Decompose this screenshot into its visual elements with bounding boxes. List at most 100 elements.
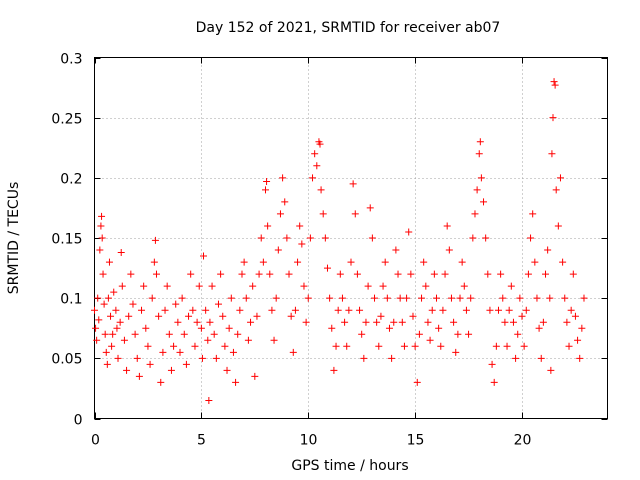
data-point <box>150 258 158 266</box>
data-point <box>394 270 402 278</box>
data-point <box>475 150 483 158</box>
data-point <box>152 270 160 278</box>
data-point <box>379 282 387 290</box>
data-point <box>548 150 556 158</box>
data-point <box>102 348 110 356</box>
data-point <box>210 330 218 338</box>
data-point <box>539 318 547 326</box>
data-point <box>484 270 492 278</box>
data-point <box>232 378 240 386</box>
x-tick-label: 0 <box>91 433 100 449</box>
data-point <box>296 222 304 230</box>
data-point <box>208 282 216 290</box>
data-point <box>97 222 105 230</box>
x-tick-label: 5 <box>197 433 206 449</box>
data-point <box>398 318 406 326</box>
data-point <box>381 258 389 266</box>
data-point <box>105 258 113 266</box>
data-point <box>100 300 108 308</box>
data-point <box>266 270 274 278</box>
y-tick-label: 0.25 <box>51 112 82 128</box>
data-point <box>439 306 447 314</box>
data-point <box>172 300 180 308</box>
data-point <box>388 354 396 362</box>
data-point <box>291 306 299 314</box>
data-point <box>165 330 173 338</box>
data-points <box>91 78 588 404</box>
data-point <box>488 360 496 368</box>
data-point <box>454 330 462 338</box>
data-point <box>426 336 434 344</box>
data-point <box>125 312 133 320</box>
data-point <box>360 354 368 362</box>
data-point <box>294 258 302 266</box>
data-point <box>550 78 558 86</box>
data-point <box>204 336 212 344</box>
data-point <box>514 330 522 338</box>
data-point <box>317 186 325 194</box>
data-point <box>471 210 479 218</box>
data-point <box>328 324 336 332</box>
data-point <box>428 306 436 314</box>
data-point <box>349 180 357 188</box>
data-point <box>450 318 458 326</box>
data-point <box>108 342 116 350</box>
data-point <box>334 306 342 314</box>
data-point <box>494 306 502 314</box>
data-point <box>200 252 208 260</box>
data-point <box>518 312 526 320</box>
data-point <box>559 258 567 266</box>
data-point <box>319 210 327 218</box>
data-point <box>368 234 376 242</box>
data-point <box>112 306 120 314</box>
data-point <box>212 354 220 362</box>
data-point <box>244 336 252 344</box>
data-point <box>574 336 582 344</box>
data-point <box>443 222 451 230</box>
data-point <box>501 318 509 326</box>
data-point <box>178 294 186 302</box>
data-point <box>238 270 246 278</box>
data-point <box>309 174 317 182</box>
data-point <box>546 294 554 302</box>
data-point <box>95 316 103 324</box>
data-point <box>103 360 111 368</box>
data-point <box>537 354 545 362</box>
data-point <box>253 312 261 320</box>
x-axis-label: GPS time / hours <box>291 458 408 474</box>
data-point <box>289 348 297 356</box>
data-point <box>424 318 432 326</box>
data-point <box>174 318 182 326</box>
data-point <box>109 330 117 338</box>
y-tick-label: 0.15 <box>51 232 82 248</box>
data-point <box>371 294 379 302</box>
data-point <box>347 258 355 266</box>
data-point <box>351 210 359 218</box>
data-point <box>306 234 314 242</box>
data-point <box>99 270 107 278</box>
data-point <box>473 186 481 194</box>
data-point <box>187 270 195 278</box>
data-point <box>563 318 571 326</box>
data-point <box>234 330 242 338</box>
data-point <box>101 330 109 338</box>
data-point <box>561 294 569 302</box>
data-point <box>268 306 276 314</box>
data-point <box>214 300 222 308</box>
data-point <box>195 282 203 290</box>
data-point <box>512 354 520 362</box>
data-point <box>304 294 312 302</box>
data-point <box>505 306 513 314</box>
data-point <box>151 236 159 244</box>
data-point <box>131 330 139 338</box>
data-point <box>116 318 124 326</box>
data-point <box>205 396 213 404</box>
data-point <box>144 342 152 350</box>
y-tick-label: 0 <box>74 413 83 429</box>
data-point <box>569 270 577 278</box>
data-point <box>447 294 455 302</box>
data-point <box>313 162 321 170</box>
data-point <box>554 222 562 230</box>
data-point <box>551 81 559 89</box>
data-point <box>285 270 293 278</box>
